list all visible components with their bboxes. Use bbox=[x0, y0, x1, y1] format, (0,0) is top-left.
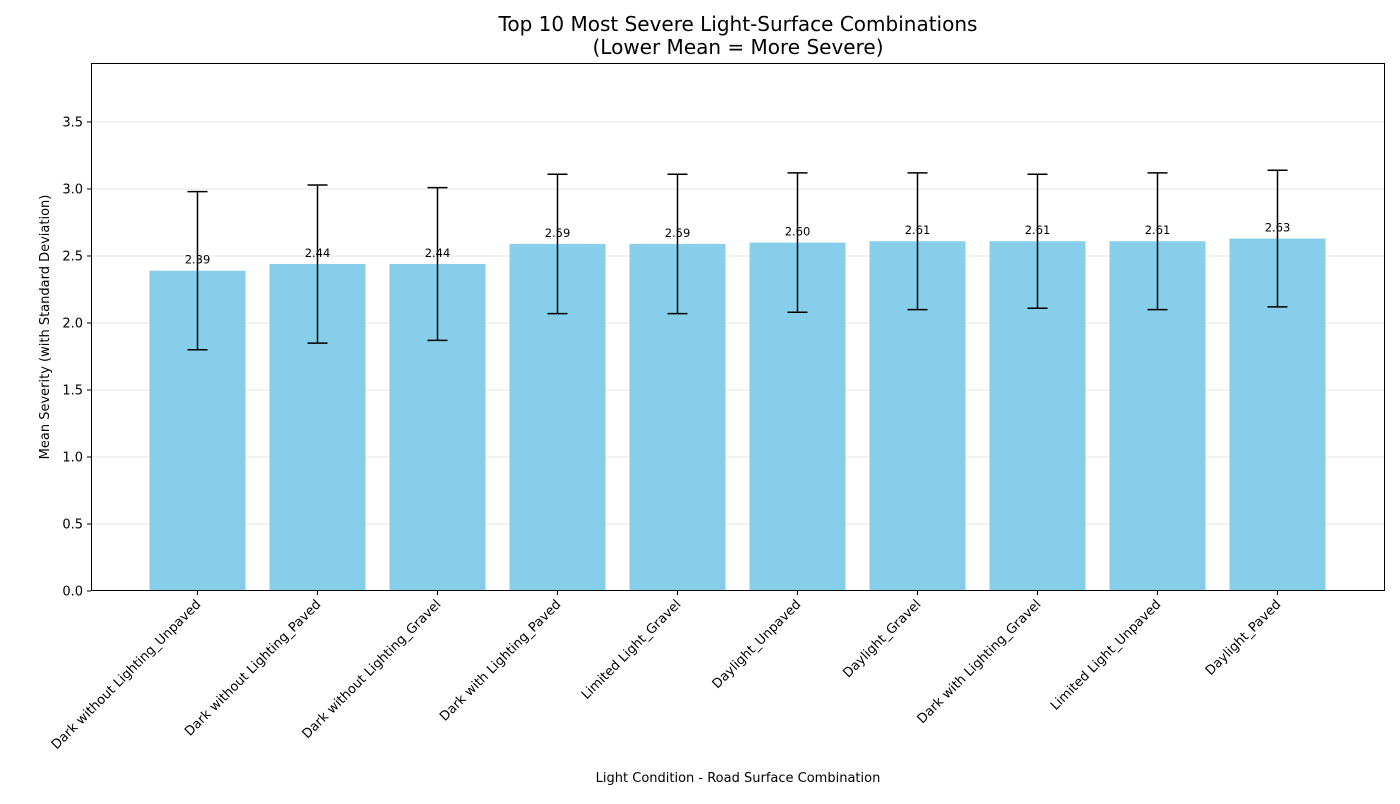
x-tick-label: Dark with Lighting_Gravel bbox=[915, 597, 1045, 727]
value-label: 2.61 bbox=[1145, 223, 1171, 237]
y-tick-label: 3.5 bbox=[62, 115, 83, 130]
value-labels: 2.39 2.44 2.44 2.59 2.59 2.60 2.61 2.61 2.61 2.63 bbox=[185, 221, 1291, 267]
x-tick-label: Dark without Lighting_Paved bbox=[182, 597, 324, 739]
value-label: 2.63 bbox=[1265, 221, 1291, 235]
value-label: 2.59 bbox=[545, 226, 571, 240]
value-label: 2.61 bbox=[905, 223, 931, 237]
y-tick-label: 2.0 bbox=[62, 316, 83, 331]
chart-subtitle: (Lower Mean = More Severe) bbox=[592, 35, 883, 59]
y-axis-ticks: 0.0 0.5 1.0 1.5 2.0 2.5 3.0 3.5 bbox=[62, 115, 91, 600]
y-tick-label: 3.0 bbox=[62, 182, 83, 197]
y-tick-label: 2.5 bbox=[62, 249, 83, 264]
x-tick-label: Dark without Lighting_Unpaved bbox=[49, 597, 205, 753]
value-label: 2.60 bbox=[785, 225, 811, 239]
bars bbox=[149, 238, 1326, 592]
value-label: 2.59 bbox=[665, 226, 691, 240]
y-tick-label: 0.5 bbox=[62, 517, 83, 532]
x-tick-label: Dark without Lighting_Gravel bbox=[300, 597, 445, 742]
y-tick-label: 1.0 bbox=[62, 450, 83, 465]
value-label: 2.44 bbox=[305, 246, 331, 260]
value-label: 2.44 bbox=[425, 246, 451, 260]
error-bars bbox=[187, 169, 1288, 351]
x-tick-label: Limited Light_Unpaved bbox=[1048, 597, 1164, 713]
y-axis-label: Mean Severity (with Standard Deviation) bbox=[38, 195, 53, 460]
x-tick-label: Daylight_Paved bbox=[1203, 597, 1284, 678]
x-tick-label: Daylight_Unpaved bbox=[710, 597, 805, 692]
value-label: 2.39 bbox=[185, 253, 211, 267]
x-tick-label: Limited Light_Gravel bbox=[579, 597, 685, 703]
y-tick-label: 0.0 bbox=[62, 585, 83, 600]
x-axis-label: Light Condition - Road Surface Combinati… bbox=[596, 771, 881, 786]
x-tick-label: Dark with Lighting_Paved bbox=[437, 597, 564, 724]
y-tick-label: 1.5 bbox=[62, 383, 83, 398]
plot-frame bbox=[91, 63, 1385, 591]
chart-title: Top 10 Most Severe Light-Surface Combina… bbox=[498, 12, 978, 36]
value-label: 2.61 bbox=[1025, 223, 1051, 237]
x-tick-label: Daylight_Gravel bbox=[840, 597, 924, 681]
